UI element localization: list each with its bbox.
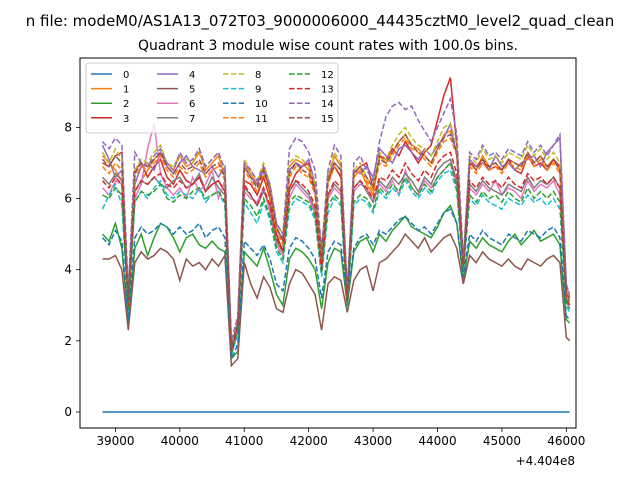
x-tick-label: 43000 (354, 434, 392, 448)
x-tick-label: 39000 (96, 434, 134, 448)
legend-label-1: 1 (123, 85, 129, 96)
y-tick-label: 4 (64, 263, 72, 277)
legend-label-2: 2 (123, 99, 129, 110)
x-tick-label: 46000 (547, 434, 585, 448)
legend-box (85, 62, 339, 134)
plot-frame (79, 57, 577, 429)
x-tick-label: 40000 (161, 434, 199, 448)
x-tick-label: 42000 (290, 434, 328, 448)
legend-label-11: 11 (255, 114, 268, 125)
series-line-13 (101, 151, 571, 352)
series-line-3 (102, 77, 571, 356)
legend-label-6: 6 (189, 99, 195, 110)
x-offset-label: +4.404e8 (516, 454, 575, 468)
chart-title: Quadrant 3 module wise count rates with … (138, 38, 518, 54)
legend-label-0: 0 (123, 70, 129, 81)
series-line-6 (101, 123, 571, 349)
legend-label-5: 5 (189, 85, 195, 96)
series-line-12 (102, 161, 571, 352)
figure-suptitle: n file: modeM0/AS1A13_072T03_9000006000_… (26, 12, 615, 31)
series-line-7 (101, 158, 571, 352)
legend-label-3: 3 (123, 114, 129, 125)
x-tick-label: 45000 (483, 434, 521, 448)
y-axis: 0 2 4 6 8 (64, 120, 80, 419)
y-tick-label: 2 (64, 334, 72, 348)
x-tick-label: 41000 (225, 434, 263, 448)
legend-label-7: 7 (189, 114, 195, 125)
y-tick-label: 6 (64, 192, 72, 206)
series-lines (101, 77, 571, 413)
x-tick-label: 44000 (418, 434, 456, 448)
series-line-4 (101, 121, 571, 345)
series-line-5 (102, 232, 571, 368)
series-line-10 (101, 208, 571, 359)
series-line-9 (101, 169, 571, 356)
y-tick-label: 0 (64, 405, 72, 419)
series-line-15 (101, 133, 571, 349)
series-line-11 (101, 136, 571, 349)
y-tick-label: 8 (64, 120, 72, 134)
legend-label-10: 10 (255, 99, 268, 110)
legend-label-15: 15 (321, 114, 334, 125)
legend-label-9: 9 (255, 85, 261, 96)
series-line-2 (101, 204, 571, 361)
legend-label-8: 8 (255, 70, 261, 81)
legend-label-12: 12 (321, 70, 334, 81)
x-axis: 39000 40000 41000 42000 43000 44000 45000 46000 (96, 428, 585, 448)
legend-label-13: 13 (321, 85, 334, 96)
series-line-14 (101, 96, 571, 341)
legend-label-14: 14 (321, 99, 334, 110)
series-line-8 (101, 122, 571, 345)
legend-label-4: 4 (189, 70, 195, 81)
